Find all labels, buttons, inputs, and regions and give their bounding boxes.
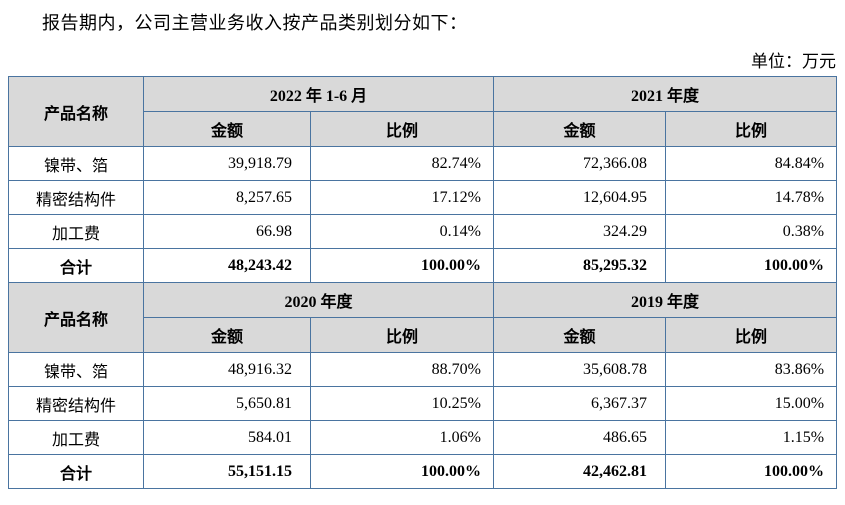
ratio-header: 比例: [664, 317, 838, 353]
ratio-cell: 0.38%: [664, 214, 838, 249]
total-label-cell: 合计: [8, 454, 144, 489]
period-header-2020: 2020 年度: [143, 282, 494, 318]
table-row-processing-fee-1: 加工费 66.98 0.14% 324.29 0.38%: [8, 214, 838, 249]
table-row-precision-parts-2: 精密结构件 5,650.81 10.25% 6,367.37 15.00%: [8, 386, 838, 421]
ratio-cell: 17.12%: [310, 180, 494, 215]
product-name-cell: 精密结构件: [8, 180, 144, 215]
ratio-cell: 82.74%: [310, 146, 494, 181]
product-name-header: 产品名称: [8, 76, 144, 147]
ratio-cell: 88.70%: [310, 352, 494, 387]
period-header-2022h1: 2022 年 1-6 月: [143, 76, 494, 112]
amount-header: 金额: [143, 111, 311, 147]
product-name-cell: 加工费: [8, 214, 144, 249]
amount-cell: 5,650.81: [143, 386, 311, 421]
amount-cell: 39,918.79: [143, 146, 311, 181]
table-row-total-1: 合计 48,243.42 100.00% 85,295.32 100.00%: [8, 248, 838, 283]
ratio-cell: 83.86%: [664, 352, 838, 387]
amount-cell: 6,367.37: [493, 386, 666, 421]
amount-cell: 324.29: [493, 214, 666, 249]
ratio-header: 比例: [310, 111, 494, 147]
period-header-2021: 2021 年度: [492, 76, 838, 112]
table-row-nickel-strip-2: 镍带、箔 48,916.32 88.70% 35,608.78 83.86%: [8, 352, 838, 387]
amount-cell: 8,257.65: [143, 180, 311, 215]
amount-cell: 72,366.08: [493, 146, 666, 181]
amount-cell: 584.01: [143, 420, 311, 455]
amount-cell: 486.65: [493, 420, 666, 455]
amount-cell: 66.98: [143, 214, 311, 249]
revenue-by-product-table: 产品名称 2022 年 1-6 月 2021 年度 金额 比例 金额 比例 镍带…: [8, 76, 838, 489]
ratio-cell: 10.25%: [310, 386, 494, 421]
unit-label: 单位：万元: [751, 52, 836, 71]
ratio-cell: 100.00%: [310, 248, 494, 283]
ratio-cell: 1.15%: [664, 420, 838, 455]
ratio-cell: 100.00%: [310, 454, 494, 489]
ratio-header: 比例: [664, 111, 838, 147]
table-row-precision-parts-1: 精密结构件 8,257.65 17.12% 12,604.95 14.78%: [8, 180, 838, 215]
period-header-2019: 2019 年度: [492, 282, 838, 318]
product-name-cell: 镍带、箔: [8, 352, 144, 387]
amount-cell: 55,151.15: [143, 454, 311, 489]
product-name-cell: 镍带、箔: [8, 146, 144, 181]
ratio-cell: 0.14%: [310, 214, 494, 249]
ratio-cell: 15.00%: [664, 386, 838, 421]
amount-cell: 42,462.81: [493, 454, 666, 489]
total-label-cell: 合计: [8, 248, 144, 283]
amount-header: 金额: [493, 111, 666, 147]
table-header-row-periods-1: 产品名称 2022 年 1-6 月 2021 年度: [8, 76, 838, 147]
amount-cell: 12,604.95: [493, 180, 666, 215]
ratio-cell: 100.00%: [664, 454, 838, 489]
ratio-cell: 84.84%: [664, 146, 838, 181]
table-header-row-measures-1: 金额 比例 金额 比例: [9, 111, 838, 147]
product-name-cell: 精密结构件: [8, 386, 144, 421]
ratio-cell: 100.00%: [664, 248, 838, 283]
amount-cell: 48,916.32: [143, 352, 311, 387]
table-header-row-periods-2: 产品名称 2020 年度 2019 年度: [8, 282, 838, 353]
amount-cell: 35,608.78: [493, 352, 666, 387]
product-name-cell: 加工费: [8, 420, 144, 455]
ratio-cell: 1.06%: [310, 420, 494, 455]
product-name-header: 产品名称: [8, 282, 144, 353]
amount-header: 金额: [493, 317, 666, 353]
table-row-processing-fee-2: 加工费 584.01 1.06% 486.65 1.15%: [8, 420, 838, 455]
amount-header: 金额: [143, 317, 311, 353]
table-row-nickel-strip-1: 镍带、箔 39,918.79 82.74% 72,366.08 84.84%: [8, 146, 838, 181]
amount-cell: 48,243.42: [143, 248, 311, 283]
table-header-row-measures-2: 金额 比例 金额 比例: [9, 317, 838, 353]
ratio-header: 比例: [310, 317, 494, 353]
amount-cell: 85,295.32: [493, 248, 666, 283]
table-row-total-2: 合计 55,151.15 100.00% 42,462.81 100.00%: [8, 454, 838, 489]
intro-text: 报告期内，公司主营业务收入按产品类别划分如下：: [42, 13, 468, 33]
ratio-cell: 14.78%: [664, 180, 838, 215]
